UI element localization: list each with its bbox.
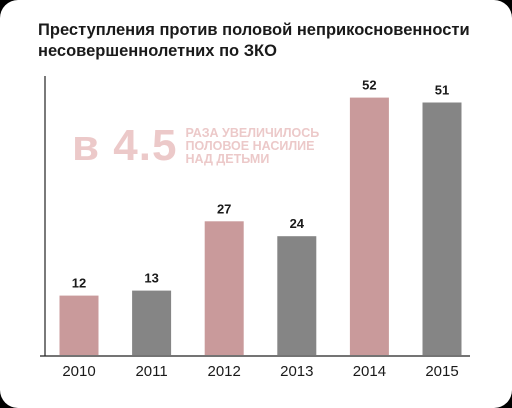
growth-annotation: в 4.5 РАЗА УВЕЛИЧИЛОСЬ ПОЛОВОЕ НАСИЛИЕ Н… xyxy=(72,124,319,168)
bars-group: 12 2010 13 2011 27 2012 24 2013 52 2014 51 2015 xyxy=(59,78,462,380)
growth-annotation-text: РАЗА УВЕЛИЧИЛОСЬ ПОЛОВОЕ НАСИЛИЕ НАД ДЕТ… xyxy=(185,125,320,166)
growth-annotation-line-3: НАД ДЕТЬМИ xyxy=(185,151,270,166)
chart-title: Преступления против половой неприкоснове… xyxy=(38,20,498,62)
bar-2015 xyxy=(422,102,462,355)
value-label-2010: 12 xyxy=(72,276,86,291)
growth-annotation-line-1: РАЗА УВЕЛИЧИЛОСЬ xyxy=(185,125,320,140)
bar-2013 xyxy=(277,236,317,355)
x-tick-label-2013: 2013 xyxy=(280,363,313,380)
x-tick-label-2014: 2014 xyxy=(353,363,386,380)
bar-2012 xyxy=(204,221,244,355)
x-tick-label-2015: 2015 xyxy=(425,363,458,380)
chart-title-line-2: несовершеннолетних по ЗКО xyxy=(38,42,277,60)
value-label-2011: 13 xyxy=(144,271,158,286)
chart-title-line-1: Преступления против половой неприкоснове… xyxy=(38,21,470,39)
bar-2014 xyxy=(349,97,389,355)
value-label-2013: 24 xyxy=(290,216,305,231)
value-label-2012: 27 xyxy=(217,201,231,216)
x-tick-label-2011: 2011 xyxy=(135,363,167,380)
growth-annotation-big: в 4.5 xyxy=(72,121,178,170)
growth-annotation-line-2: ПОЛОВОЕ НАСИЛИЕ xyxy=(185,138,315,153)
x-tick-label-2010: 2010 xyxy=(62,363,95,380)
value-label-2014: 52 xyxy=(362,78,376,93)
x-tick-label-2012: 2012 xyxy=(208,363,241,380)
bar-2011 xyxy=(132,290,172,355)
bar-2010 xyxy=(59,295,99,355)
value-label-2015: 51 xyxy=(435,83,449,98)
